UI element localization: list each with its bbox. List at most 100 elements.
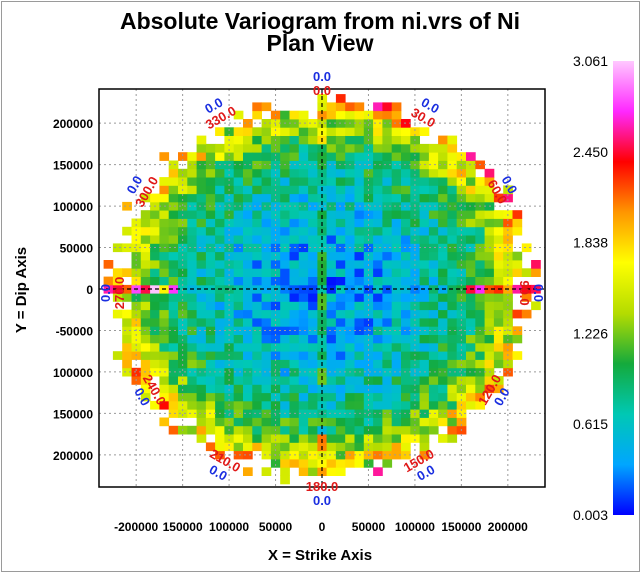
heatmap-cell: [456, 168, 467, 178]
heatmap-cell: [140, 351, 151, 360]
heatmap-cell: [354, 251, 365, 261]
heatmap-cell: [326, 251, 337, 261]
heatmap-cell: [298, 226, 309, 236]
heatmap-cell: [298, 251, 309, 261]
heatmap-cell: [112, 276, 123, 286]
heatmap-cell: [178, 334, 188, 344]
heatmap-cell: [308, 119, 318, 128]
heatmap-cell: [261, 210, 272, 219]
heatmap-cell: [363, 127, 374, 136]
heatmap-cell: [215, 193, 225, 203]
heatmap-cell: [298, 177, 309, 186]
heatmap-cell: [168, 243, 179, 253]
heatmap-cell: [159, 193, 170, 203]
heatmap-cell: [447, 201, 458, 211]
heatmap-cell: [196, 210, 207, 219]
heatmap-cell: [382, 201, 393, 211]
heatmap-cell: [363, 143, 374, 153]
heatmap-cell: [252, 326, 262, 335]
heatmap-cell: [140, 276, 151, 286]
heatmap-cell: [298, 409, 309, 418]
heatmap-cell: [196, 342, 207, 352]
heatmap-cell: [233, 268, 244, 277]
heatmap-cell: [428, 342, 439, 352]
heatmap-cell: [484, 193, 495, 203]
heatmap-cell: [373, 318, 383, 327]
heatmap-cell: [345, 293, 355, 302]
heatmap-cell: [410, 143, 420, 153]
heatmap-cell: [252, 293, 262, 302]
heatmap-cell: [447, 301, 458, 311]
heatmap-cell: [196, 284, 207, 294]
heatmap-cell: [187, 243, 197, 253]
heatmap-cell: [140, 384, 151, 394]
heatmap-cell: [196, 143, 207, 153]
heatmap-cell: [447, 276, 458, 286]
heatmap-cell: [373, 185, 383, 195]
heatmap-cell: [187, 384, 197, 394]
heatmap-cell: [326, 459, 337, 468]
heatmap-cell: [382, 434, 393, 443]
heatmap-cell: [252, 384, 262, 394]
heatmap-cell: [438, 235, 448, 244]
heatmap-cell: [354, 185, 365, 195]
heatmap-cell: [140, 235, 151, 244]
heatmap-cell: [326, 152, 337, 161]
heatmap-cell: [298, 301, 309, 311]
heatmap-cell: [419, 276, 430, 286]
heatmap-cell: [205, 193, 216, 203]
heatmap-cell: [428, 301, 439, 311]
heatmap-cell: [122, 201, 132, 211]
heatmap-cell: [475, 235, 485, 244]
heatmap-cell: [401, 342, 411, 352]
heatmap-cell: [317, 467, 328, 476]
heatmap-cell: [484, 376, 495, 385]
heatmap-cell: [168, 367, 179, 377]
heatmap-cell: [280, 359, 290, 369]
heatmap-cell: [280, 392, 290, 402]
heatmap-cell: [428, 392, 439, 402]
heatmap-cell: [289, 342, 300, 352]
heatmap-cell: [215, 434, 225, 443]
heatmap-cell: [187, 177, 197, 186]
heatmap-cell: [168, 359, 179, 369]
heatmap-cell: [150, 284, 160, 294]
heatmap-cell: [391, 351, 402, 360]
heatmap-cell: [401, 210, 411, 219]
heatmap-cell: [159, 301, 170, 311]
heatmap-cell: [280, 127, 290, 136]
heatmap-cell: [187, 193, 197, 203]
heatmap-cell: [224, 218, 235, 228]
colorbar-tick-label: 0.003: [573, 507, 608, 523]
heatmap-cell: [428, 376, 439, 385]
heatmap-cell: [438, 417, 448, 427]
heatmap-cell: [363, 434, 374, 443]
heatmap-cell: [447, 251, 458, 261]
heatmap-cell: [373, 168, 383, 178]
heatmap-cell: [270, 293, 281, 302]
heatmap-cell: [345, 351, 355, 360]
heatmap-cell: [456, 392, 467, 402]
heatmap-cell: [335, 417, 346, 427]
heatmap-cell: [317, 243, 328, 253]
heatmap-cell: [196, 135, 207, 145]
heatmap-cell: [484, 226, 495, 236]
heatmap-cell: [428, 152, 439, 161]
heatmap-cell: [317, 201, 328, 211]
y-tick-label: 0: [86, 283, 93, 297]
heatmap-cell: [391, 110, 402, 120]
heatmap-cell: [168, 318, 179, 327]
heatmap-cell: [466, 301, 476, 311]
heatmap-cell: [280, 110, 290, 120]
heatmap-cell: [308, 450, 318, 460]
heatmap-cell: [270, 417, 281, 427]
heatmap-cell: [308, 409, 318, 418]
heatmap-cell: [317, 152, 328, 161]
heatmap-cell: [178, 218, 188, 228]
heatmap-cell: [493, 251, 504, 261]
heatmap-cell: [261, 251, 272, 261]
heatmap-cell: [280, 475, 290, 485]
heatmap-cell: [410, 384, 420, 394]
direction-label-red: 180.0: [306, 479, 339, 494]
heatmap-cell: [298, 201, 309, 211]
